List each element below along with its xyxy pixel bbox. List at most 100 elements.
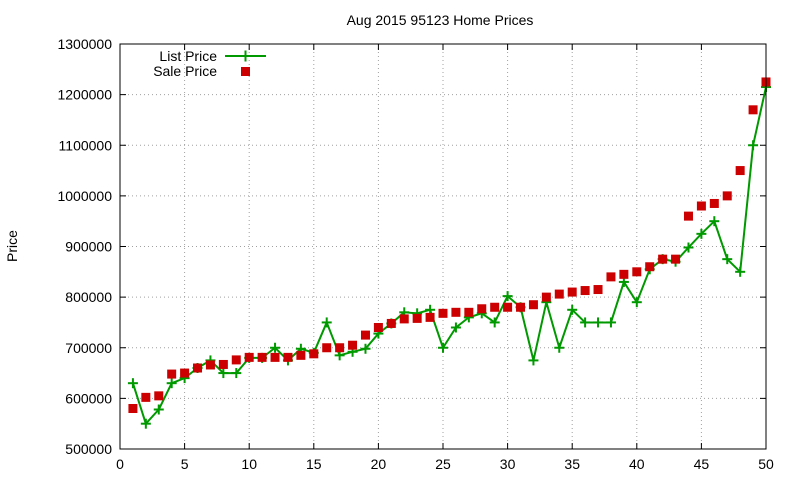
data-point-list-price	[580, 317, 591, 328]
x-tick-label: 25	[435, 456, 451, 472]
data-point-sale-price	[283, 352, 293, 362]
data-point-sale-price	[438, 308, 448, 318]
data-point-sale-price	[322, 343, 332, 353]
series-sale-price	[128, 77, 771, 413]
data-point-list-price	[166, 378, 177, 389]
data-point-sale-price	[554, 289, 564, 299]
data-point-sale-price	[373, 323, 383, 332]
plot-series	[127, 77, 771, 429]
grid	[120, 44, 766, 449]
data-point-sale-price	[335, 343, 345, 353]
data-point-list-price	[709, 216, 720, 227]
data-point-list-price	[502, 291, 513, 302]
data-point-list-price	[631, 297, 642, 308]
data-point-sale-price	[722, 191, 732, 201]
data-point-sale-price	[154, 391, 164, 401]
x-tick-label: 30	[500, 456, 516, 472]
data-point-list-price	[735, 266, 746, 277]
y-tick-label: 1000000	[57, 188, 112, 204]
data-point-sale-price	[503, 302, 513, 312]
data-point-sale-price	[451, 307, 461, 317]
x-tick-label: 5	[181, 456, 189, 472]
data-point-list-price	[554, 342, 565, 353]
y-tick-label: 1300000	[57, 36, 112, 52]
data-point-sale-price	[683, 211, 693, 221]
y-tick-label: 500000	[65, 441, 112, 457]
data-point-sale-price	[632, 267, 642, 277]
data-point-sale-price	[567, 287, 577, 297]
data-point-list-price	[722, 254, 733, 265]
y-axis-label: Price	[4, 230, 20, 262]
legend-marker-list-price	[240, 50, 251, 62]
data-point-sale-price	[167, 369, 177, 379]
data-point-list-price	[683, 242, 694, 253]
data-point-list-price	[593, 317, 604, 328]
data-point-sale-price	[270, 352, 280, 362]
y-tick-label: 1200000	[57, 87, 112, 103]
data-point-sale-price	[205, 360, 215, 370]
data-point-sale-price	[696, 201, 706, 211]
x-tick-label: 45	[694, 456, 710, 472]
data-point-sale-price	[399, 314, 409, 324]
data-point-sale-price	[348, 340, 358, 350]
data-point-sale-price	[218, 359, 228, 369]
data-point-sale-price	[490, 302, 500, 312]
x-tick-label: 40	[629, 456, 645, 472]
data-point-sale-price	[516, 302, 526, 312]
chart-title: Aug 2015 95123 Home Prices	[347, 12, 534, 28]
data-point-list-price	[450, 322, 461, 333]
data-point-sale-price	[386, 318, 396, 328]
data-point-sale-price	[619, 269, 629, 279]
data-point-list-price	[153, 404, 164, 415]
data-point-sale-price	[193, 363, 203, 373]
legend: List Price Sale Price	[153, 48, 266, 79]
data-point-sale-price	[580, 286, 590, 296]
data-point-sale-price	[141, 392, 151, 402]
y-tick-label: 800000	[65, 289, 112, 305]
data-point-list-price	[567, 304, 578, 315]
data-point-sale-price	[296, 350, 306, 360]
legend-marker-sale-price	[241, 67, 250, 76]
data-point-sale-price	[412, 313, 422, 323]
data-point-sale-price	[257, 352, 267, 362]
data-point-sale-price	[645, 262, 655, 272]
data-point-list-price	[360, 343, 371, 354]
y-tick-label: 900000	[65, 239, 112, 255]
plot-frame	[119, 43, 767, 450]
data-point-list-price	[605, 317, 616, 328]
data-point-sale-price	[231, 355, 241, 365]
data-point-sale-price	[671, 254, 681, 264]
data-point-sale-price	[425, 312, 435, 322]
x-tick-label: 35	[564, 456, 580, 472]
legend-label-list-price: List Price	[159, 48, 217, 64]
data-point-list-price	[438, 342, 448, 353]
data-point-list-price	[748, 140, 759, 151]
data-point-list-price	[696, 228, 707, 239]
data-point-sale-price	[709, 198, 719, 208]
data-point-sale-price	[128, 404, 138, 413]
x-tick-label: 15	[306, 456, 322, 472]
x-tick-label: 10	[241, 456, 257, 472]
data-point-list-price	[270, 342, 281, 353]
data-point-list-price	[528, 355, 539, 366]
data-point-sale-price	[748, 105, 758, 115]
data-point-sale-price	[541, 292, 551, 302]
x-tick-label: 0	[116, 456, 124, 472]
data-point-list-price	[127, 378, 138, 389]
data-point-list-price	[231, 368, 242, 379]
data-point-sale-price	[244, 352, 254, 362]
x-tick-label: 50	[758, 456, 774, 472]
data-point-sale-price	[593, 285, 603, 295]
data-point-sale-price	[658, 254, 668, 264]
data-point-sale-price	[735, 166, 745, 176]
data-point-sale-price	[606, 272, 616, 282]
y-tick-label: 600000	[65, 390, 112, 406]
data-point-list-price	[218, 368, 229, 379]
x-tick-label: 20	[371, 456, 387, 472]
legend-label-sale-price: Sale Price	[153, 63, 217, 79]
data-point-list-price	[321, 317, 332, 328]
axis-ticks: 0 5 10 15 20 25 30 35 40 45 50 500000 600000 700000 80…	[57, 36, 774, 472]
data-point-sale-price	[309, 349, 319, 359]
data-point-list-price	[489, 317, 500, 328]
y-tick-label: 1100000	[59, 137, 113, 153]
